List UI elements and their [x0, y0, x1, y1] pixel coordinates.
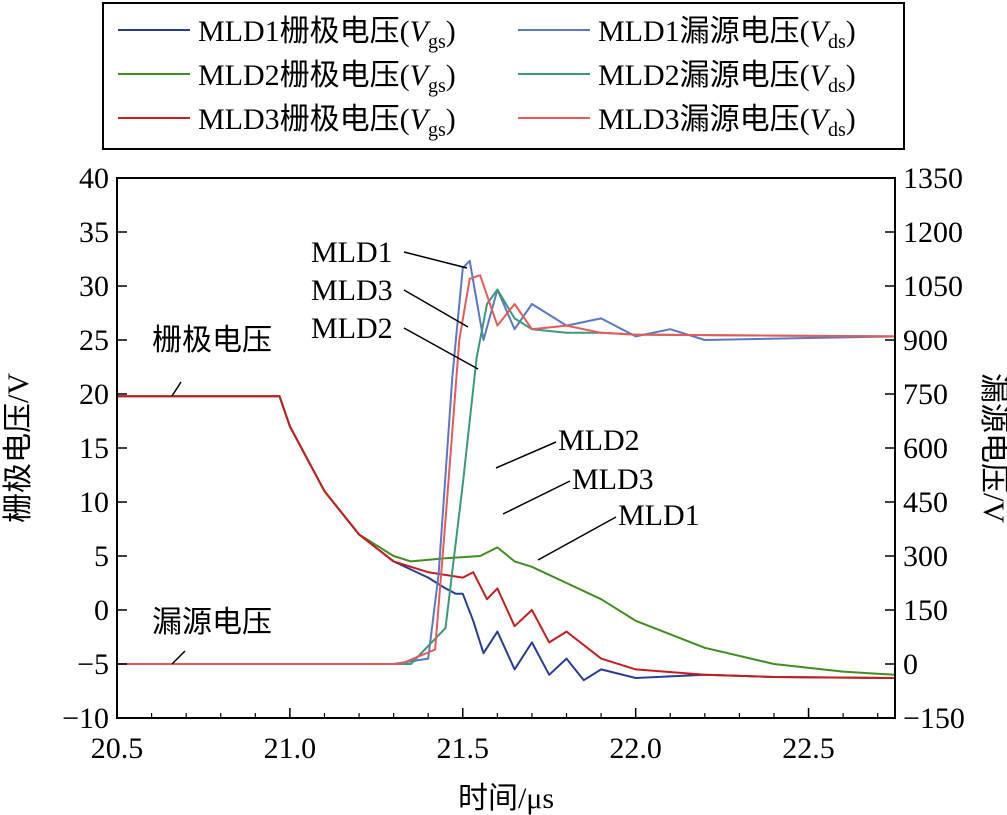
x-tick-label: 21.5 [437, 732, 490, 765]
annotation-mld3-vgs: MLD3 [572, 463, 654, 496]
y-left-tick-label: −10 [62, 702, 109, 735]
annotation-leader [502, 480, 571, 515]
y-right-tick-label: 900 [903, 324, 948, 357]
annotation-mld3-vds: MLD3 [311, 274, 393, 307]
y-left-tick-label: 0 [94, 594, 109, 627]
y-right-axis-title: 漏源电压/V [977, 373, 1007, 523]
y-right-tick-label: 1350 [903, 162, 963, 195]
y-right-tick-label: 300 [903, 540, 948, 573]
y-left-tick-label: 35 [79, 216, 109, 249]
plot-area: 20.5 21.0 21.5 22.0 22.5 −10 −5 0 5 10 15 20 25 30 35 4… [62, 162, 965, 765]
annotation-leader [495, 441, 557, 469]
y-right-tick-label: 0 [903, 648, 918, 681]
y-left-tick-label: 30 [79, 270, 109, 303]
y-right-tick-label: 1050 [903, 270, 963, 303]
legend-label: MLD3栅极电压(Vgs) [198, 103, 456, 141]
series-line-3 [117, 259, 896, 665]
y-right-tick-label: 450 [903, 486, 948, 519]
y-left-tick-label: 5 [94, 540, 109, 573]
y-right-tick-label: 750 [903, 378, 948, 411]
legend-label: MLD2漏源电压(Vds) [598, 59, 856, 97]
series-line-2 [117, 395, 896, 679]
legend-label: MLD2栅极电压(Vgs) [198, 59, 456, 97]
x-tick-label: 22.5 [782, 732, 835, 765]
legend-label: MLD1漏源电压(Vds) [598, 15, 856, 53]
annotation-leader [171, 650, 186, 665]
x-axis-title: 时间/μs [458, 782, 554, 815]
annotation-leader [403, 327, 479, 370]
annotations: MLD1 MLD3 MLD2 栅极电压 漏源电压 MLD2 MLD3 MLD1 [152, 236, 700, 665]
legend-label: MLD3漏源电压(Vds) [598, 103, 856, 141]
annotation-leader [537, 516, 617, 561]
y-right-tick-label: 150 [903, 594, 948, 627]
y-left-axis-title: 栅极电压/V [2, 373, 35, 523]
legend: MLD1栅极电压(Vgs) MLD1漏源电压(Vds) MLD2栅极电压(Vgs) M… [102, 2, 905, 150]
series-line-5 [117, 274, 896, 665]
x-tick-label: 21.0 [264, 732, 317, 765]
x-tick-label: 20.5 [91, 732, 144, 765]
ticks: 20.5 21.0 21.5 22.0 22.5 −10 −5 0 5 10 15 20 25 30 35 4… [62, 162, 965, 765]
annotation-mld2-vds: MLD2 [311, 312, 393, 345]
x-tick-label: 22.0 [609, 732, 662, 765]
legend-label: MLD1栅极电压(Vgs) [198, 15, 456, 53]
annotation-mld2-vgs: MLD2 [558, 424, 640, 457]
y-left-tick-label: 25 [79, 324, 109, 357]
y-left-tick-label: 20 [79, 378, 109, 411]
annotation-leader [403, 289, 469, 328]
y-right-tick-label: 600 [903, 432, 948, 465]
y-left-tick-label: 10 [79, 486, 109, 519]
series-layer [117, 259, 896, 682]
annotation-mld1-vds: MLD1 [311, 236, 393, 269]
y-left-tick-label: −5 [77, 648, 109, 681]
annotation-leader [171, 381, 182, 397]
annotation-gate-voltage: 栅极电压 [152, 324, 272, 357]
y-left-tick-label: 15 [79, 432, 109, 465]
annotation-drain-source-voltage: 漏源电压 [152, 606, 272, 639]
y-left-tick-label: 40 [79, 162, 109, 195]
annotation-leader [403, 251, 468, 269]
legend-frame [102, 2, 905, 150]
annotation-mld1-vgs: MLD1 [618, 499, 700, 532]
y-right-tick-label: 1200 [903, 216, 963, 249]
y-right-tick-label: −150 [903, 702, 965, 735]
